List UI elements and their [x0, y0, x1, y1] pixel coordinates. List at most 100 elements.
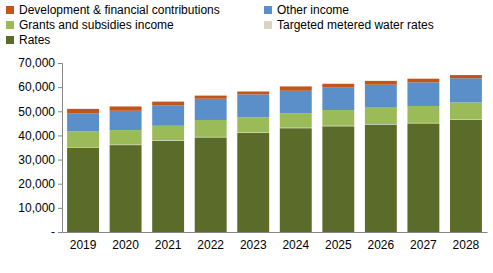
legend-swatch — [6, 36, 14, 44]
bar — [67, 109, 99, 113]
bar — [322, 88, 354, 110]
bar — [280, 128, 312, 232]
x-tick-label: 2022 — [197, 238, 224, 252]
x-tick-label: 2026 — [368, 238, 395, 252]
y-tick-label: 40,000 — [18, 129, 55, 143]
y-tick-label: 30,000 — [18, 153, 55, 167]
bar — [407, 82, 439, 106]
y-axis-line — [58, 64, 63, 233]
bar — [67, 131, 99, 147]
bar — [195, 99, 227, 120]
bar — [280, 113, 312, 127]
x-tick: 2025 — [325, 232, 352, 252]
legend-label: Other income — [277, 3, 349, 17]
y-tick-mark — [58, 232, 62, 233]
y-tick-label: - — [51, 225, 55, 239]
x-tick-label: 2025 — [325, 238, 352, 252]
legend-swatch — [264, 6, 272, 14]
bar — [407, 123, 439, 232]
bar — [152, 141, 184, 232]
legend-swatch — [264, 21, 272, 29]
x-axis: 2019 2020 2021 2022 2023 2024 2025 2026 2027 2028 — [63, 232, 488, 252]
y-tick-label: 60,000 — [18, 80, 55, 94]
bar — [237, 94, 269, 117]
x-tick-label: 2024 — [282, 238, 309, 252]
series — [67, 102, 482, 147]
y-tick: 70,000 — [18, 56, 62, 70]
legend-label: Targeted metered water rates — [277, 18, 434, 32]
bar — [322, 84, 354, 88]
x-tick: 2026 — [368, 232, 395, 252]
series — [67, 78, 482, 131]
legend: Development & financial contributions Oth… — [6, 3, 434, 47]
bar — [67, 148, 99, 233]
bar — [237, 91, 269, 94]
legend-label: Grants and subsidies income — [19, 18, 174, 32]
x-tick-label: 2021 — [155, 238, 182, 252]
bar — [110, 111, 142, 130]
y-tick: 50,000 — [18, 105, 62, 119]
y-tick: 10,000 — [18, 201, 62, 215]
x-tick: 2021 — [155, 232, 182, 252]
y-tick-mark — [58, 160, 62, 161]
legend-swatch — [6, 21, 14, 29]
plot: - 10,000 20,000 30,000 40,000 50,000 60,000 70,… — [18, 56, 487, 251]
y-tick-label: 70,000 — [18, 56, 55, 70]
bar — [450, 75, 482, 78]
x-tick: 2023 — [240, 232, 267, 252]
legend-item: Other income — [264, 3, 349, 17]
bar — [110, 130, 142, 144]
bar — [195, 96, 227, 99]
chart: - 10,000 20,000 30,000 40,000 50,000 60,000 70,… — [0, 0, 493, 273]
bar — [280, 86, 312, 90]
bar — [237, 133, 269, 232]
x-tick-label: 2027 — [410, 238, 437, 252]
y-axis: - 10,000 20,000 30,000 40,000 50,000 60,000 70,… — [18, 56, 62, 239]
legend-label: Rates — [19, 33, 50, 47]
x-tick: 2028 — [453, 232, 480, 252]
legend-item: Development & financial contributions — [6, 3, 220, 17]
bar — [322, 126, 354, 232]
series — [67, 75, 482, 113]
x-tick-label: 2028 — [453, 238, 480, 252]
bar — [110, 106, 142, 110]
bar — [365, 85, 397, 108]
bar — [237, 117, 269, 132]
bar — [365, 125, 397, 232]
bar — [280, 91, 312, 113]
y-tick-mark — [58, 111, 62, 112]
legend-item: Targeted metered water rates — [264, 18, 434, 32]
x-tick: 2020 — [112, 232, 139, 252]
bar — [450, 102, 482, 119]
bar — [450, 120, 482, 232]
bar — [152, 105, 184, 126]
bar — [365, 81, 397, 85]
y-tick-mark — [58, 87, 62, 88]
bar — [195, 137, 227, 232]
y-tick-label: 10,000 — [18, 201, 55, 215]
y-tick-label: 50,000 — [18, 105, 55, 119]
bar — [152, 126, 184, 140]
x-tick-label: 2020 — [112, 238, 139, 252]
bar — [450, 78, 482, 102]
y-tick-mark — [58, 135, 62, 136]
legend-swatch — [6, 6, 14, 14]
x-tick: 2022 — [197, 232, 224, 252]
y-tick-mark — [58, 208, 62, 209]
bars — [67, 75, 482, 232]
x-tick: 2019 — [70, 232, 97, 252]
bar — [365, 108, 397, 124]
x-axis-line — [63, 232, 488, 233]
y-tick-label: 20,000 — [18, 177, 55, 191]
y-tick: 30,000 — [18, 153, 62, 167]
series — [67, 120, 482, 232]
y-tick: 40,000 — [18, 129, 62, 143]
bar — [110, 145, 142, 232]
x-tick: 2024 — [282, 232, 309, 252]
y-tick: 60,000 — [18, 80, 62, 94]
x-tick: 2027 — [410, 232, 437, 252]
bar — [322, 110, 354, 126]
y-tick: - — [51, 225, 62, 239]
x-tick-label: 2019 — [70, 238, 97, 252]
bar — [195, 120, 227, 137]
